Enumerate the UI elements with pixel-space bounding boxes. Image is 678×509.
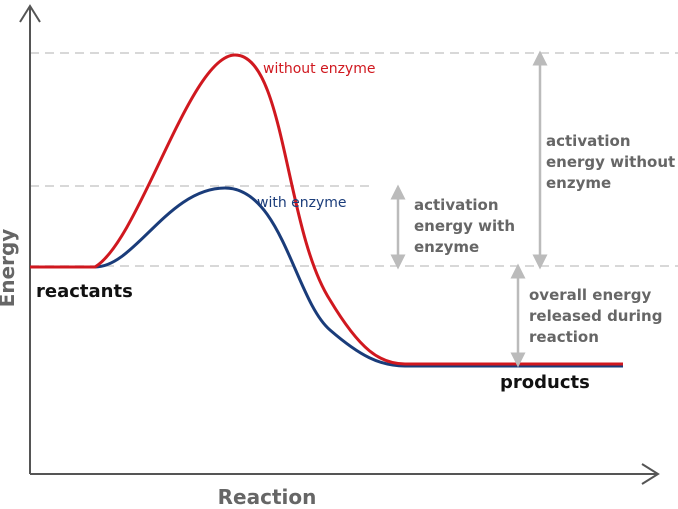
annotation-overall-line-1: overall energy [529, 286, 651, 304]
label-with-enzyme: with enzyme [257, 195, 347, 211]
annotation-activation-without-line-1: activation [546, 132, 631, 150]
y-axis-label: Energy [0, 229, 19, 308]
x-axis-arrow [641, 463, 660, 485]
annotation-overall-line-3: reaction [529, 328, 599, 346]
x-axis-label: Reaction [218, 485, 317, 509]
curve-without-enzyme [30, 53, 623, 366]
annotation-activation-with-line-2: energy with [414, 217, 515, 235]
curve-with-enzyme [30, 186, 623, 368]
annotation-activation-with-line-3: enzyme [414, 238, 479, 256]
annotation-overall: overall energy released during reaction [529, 286, 668, 346]
annotation-activation-with: activation energy with enzyme [414, 196, 520, 256]
label-reactants: reactants [36, 281, 133, 302]
label-products: products [500, 372, 590, 393]
annotation-activation-with-line-1: activation [414, 196, 499, 214]
annotation-activation-without-line-2: energy without [546, 153, 675, 171]
y-axis-arrow [19, 4, 41, 23]
annotation-overall-line-2: released during [529, 307, 662, 325]
annotation-activation-without-line-3: enzyme [546, 174, 611, 192]
label-without-enzyme: without enzyme [263, 61, 375, 77]
annotation-activation-without: activation energy without enzyme [546, 132, 678, 192]
